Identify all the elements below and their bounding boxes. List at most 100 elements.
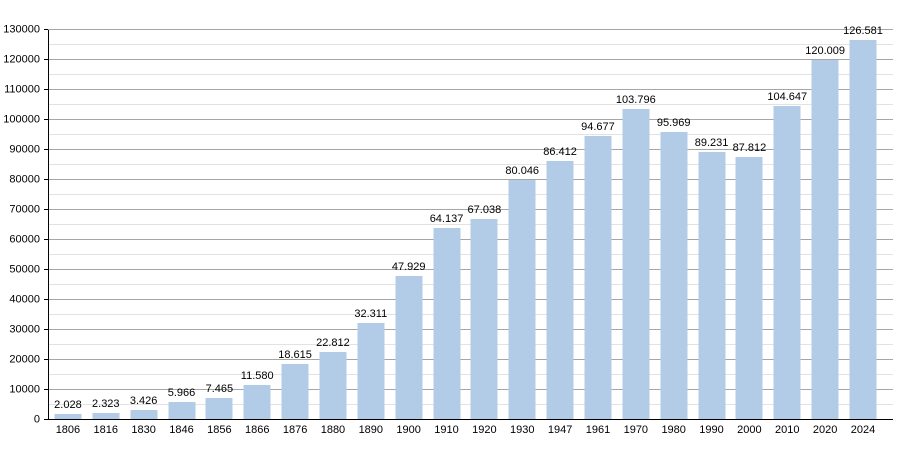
- bar: [92, 413, 120, 420]
- gridline-major: [48, 149, 893, 150]
- x-axis-tick-label: 1990: [699, 424, 724, 436]
- bar-slot: 64.137: [428, 30, 466, 420]
- bar-value-label: 126.581: [843, 25, 883, 38]
- y-axis-tick: [44, 89, 48, 90]
- gridline-major: [48, 269, 893, 270]
- gridline-minor: [48, 224, 893, 225]
- bar-value-label: 22.812: [316, 336, 350, 349]
- bar-value-label: 89.231: [694, 137, 729, 150]
- bar-slot: 3.426: [125, 30, 163, 420]
- bar: [130, 409, 158, 420]
- y-axis-tick: [44, 389, 48, 390]
- gridline-major: [48, 89, 893, 90]
- y-axis-tick-label: 70000: [9, 203, 40, 216]
- x-axis-tick-label: 1856: [207, 424, 232, 436]
- bar: [205, 397, 233, 420]
- x-axis-tick-label: 1930: [510, 424, 535, 436]
- x-axis-tick-label: 1970: [623, 424, 649, 436]
- y-axis-tick: [44, 149, 48, 150]
- bar: [357, 323, 385, 420]
- plot-area: 2.028 2.323 3.426 5.966 7.465 11.580 18.615 22.…: [3, 24, 893, 425]
- gridline-minor: [48, 404, 893, 405]
- gridline-major: [48, 359, 893, 360]
- y-axis-tick-label: 20000: [9, 353, 40, 366]
- x-axis-tick-label: 1947: [547, 424, 573, 436]
- gridline-minor: [48, 254, 893, 255]
- gridlines: [48, 29, 893, 420]
- bar-slot: 32.311: [352, 30, 390, 420]
- x-axis-tick-label: 1910: [434, 424, 459, 436]
- bar-slot: 94.677: [579, 30, 617, 420]
- bar-value-label: 32.311: [354, 308, 388, 321]
- bar: [168, 402, 195, 420]
- gridline-minor: [48, 194, 893, 195]
- y-axis-tick-label: 130000: [3, 23, 40, 36]
- bar-value-label: 7.465: [205, 382, 234, 395]
- y-axis-tick: [44, 359, 48, 360]
- y-axis-tick: [44, 269, 48, 270]
- y-axis-tick-label: 40000: [9, 293, 40, 306]
- y-axis-tick-label: 120000: [3, 53, 40, 66]
- gridline-major: [48, 329, 893, 330]
- bar: [395, 276, 423, 420]
- bar: [243, 385, 271, 420]
- bar-value-label: 3.426: [129, 394, 158, 407]
- x-axis-tick-label: 1890: [358, 424, 384, 436]
- y-axis-tick: [44, 299, 48, 300]
- bar: [546, 160, 574, 420]
- gridline-minor: [48, 314, 893, 315]
- x-axis-tick-label: 2010: [775, 424, 800, 436]
- bar: [811, 59, 839, 420]
- bar: [54, 413, 82, 420]
- gridline-major: [48, 389, 893, 390]
- bar-slot: 67.038: [465, 30, 503, 420]
- y-axis-tick: [44, 29, 48, 30]
- bar-slot: 120.009: [805, 30, 845, 420]
- y-axis-tick-label: 110000: [4, 83, 40, 96]
- y-axis-tick: [44, 119, 48, 120]
- bar: [622, 108, 650, 420]
- x-axis-tick-label: 2020: [812, 424, 838, 436]
- bar-slot: 47.929: [390, 30, 428, 420]
- gridline-major: [48, 239, 893, 240]
- bar: [319, 351, 347, 420]
- x-axis-tick-label: 1846: [169, 424, 194, 436]
- bar-slot: 126.581: [843, 25, 883, 420]
- bar: [281, 364, 309, 420]
- gridline-major: [48, 119, 893, 120]
- y-axis-tick: [44, 239, 48, 240]
- bar-slot: 22.812: [314, 30, 352, 420]
- bar-value-label: 103.796: [615, 93, 656, 106]
- y-axis-tick-label: 50000: [9, 263, 40, 276]
- gridline-major: [48, 59, 893, 60]
- bar: [698, 152, 726, 420]
- bar-slot: 11.580: [238, 30, 276, 420]
- bar-slot: 2.028: [49, 30, 87, 420]
- bar: [584, 135, 612, 420]
- x-axis-tick-label: 1830: [131, 424, 156, 436]
- bar-slot: 104.647: [767, 30, 807, 420]
- bar-value-label: 80.046: [505, 164, 540, 177]
- y-axis-tick-label: 80000: [9, 173, 40, 186]
- bar-slot: 80.046: [503, 30, 541, 420]
- bar-slot: 86.412: [541, 30, 579, 420]
- x-axis-tick-label: 1980: [661, 424, 686, 436]
- bars-layer: 2.028 2.323 3.426 5.966 7.465 11.580 18.615 22.…: [49, 25, 883, 420]
- y-axis-tick-label: 30000: [9, 323, 40, 336]
- y-axis-tick-label: 90000: [9, 143, 40, 156]
- bar-value-label: 67.038: [467, 203, 502, 216]
- bar: [849, 40, 877, 420]
- gridline-minor: [48, 134, 893, 135]
- bar-value-label: 95.969: [656, 117, 691, 130]
- gridline-major: [48, 29, 893, 30]
- x-axis-tick-label: 1806: [55, 424, 81, 436]
- x-axis-tick-label: 1816: [93, 424, 119, 436]
- x-axis-labels: 1806 1816 1830 1846 1856 1866 1876 1880 1890 1900…: [49, 424, 882, 436]
- y-axis-line: [48, 30, 49, 420]
- gridline-minor: [48, 104, 893, 105]
- gridline-major: [48, 299, 893, 300]
- bar-value-label: 2.028: [54, 398, 82, 411]
- bar-value-label: 18.615: [278, 349, 312, 362]
- bar: [433, 227, 461, 420]
- y-axis-tick-label: 60000: [9, 233, 40, 246]
